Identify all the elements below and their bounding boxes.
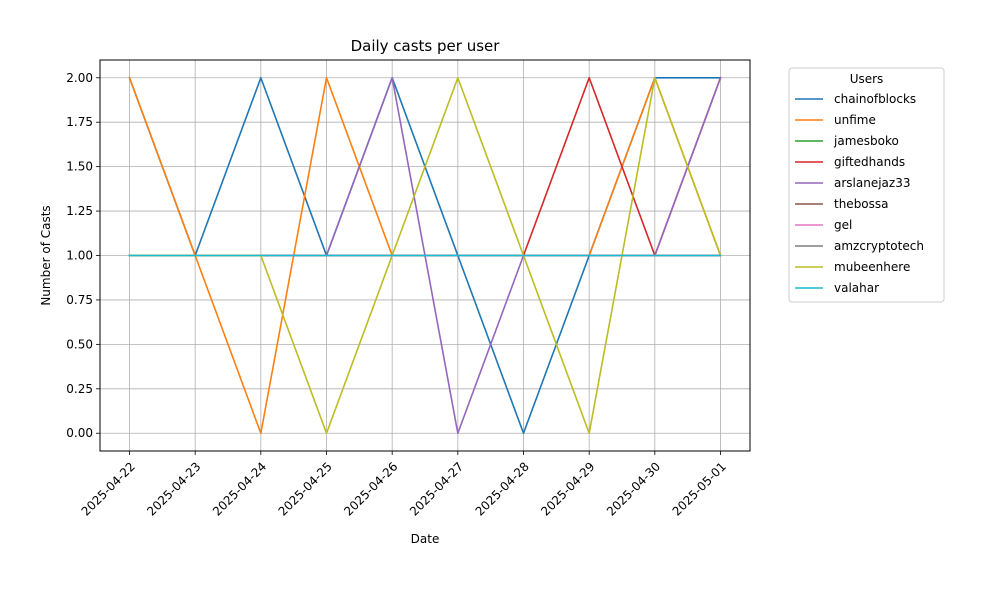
y-tick-label: 1.25 bbox=[66, 204, 93, 218]
legend-label-jamesboko: jamesboko bbox=[833, 134, 899, 148]
legend-label-arslanejaz33: arslanejaz33 bbox=[834, 176, 910, 190]
x-axis-label: Date bbox=[411, 532, 440, 546]
legend-label-chainofblocks: chainofblocks bbox=[834, 92, 916, 106]
legend-title: Users bbox=[850, 72, 884, 86]
y-tick-label: 2.00 bbox=[66, 71, 93, 85]
legend-label-valahar: valahar bbox=[834, 281, 879, 295]
legend: Users chainofblocks unfime jamesboko gifted… bbox=[788, 67, 945, 303]
y-tick-label: 1.00 bbox=[66, 249, 93, 263]
legend-label-thebossa: thebossa bbox=[834, 197, 889, 211]
y-tick-label: 0.00 bbox=[66, 426, 93, 440]
y-tick-label: 0.50 bbox=[66, 337, 93, 351]
y-axis-ticks: 0.00 0.25 0.50 0.75 1.00 1.25 1.50 1.75 2.00 bbox=[66, 71, 100, 440]
y-tick-label: 0.25 bbox=[66, 382, 93, 396]
y-tick-label: 1.75 bbox=[66, 115, 93, 129]
series-lines bbox=[128, 76, 722, 435]
legend-box bbox=[788, 67, 945, 303]
chart-title: Daily casts per user bbox=[351, 37, 501, 55]
y-axis-label: Number of Casts bbox=[39, 205, 53, 305]
legend-label-amzcryptotech: amzcryptotech bbox=[834, 239, 924, 253]
legend-label-mubeenhere: mubeenhere bbox=[834, 260, 910, 274]
legend-label-unfime: unfime bbox=[834, 113, 876, 127]
legend-label-gel: gel bbox=[834, 218, 852, 232]
legend-label-giftedhands: giftedhands bbox=[834, 155, 905, 169]
y-tick-label: 1.50 bbox=[66, 160, 93, 174]
y-tick-label: 0.75 bbox=[66, 293, 93, 307]
